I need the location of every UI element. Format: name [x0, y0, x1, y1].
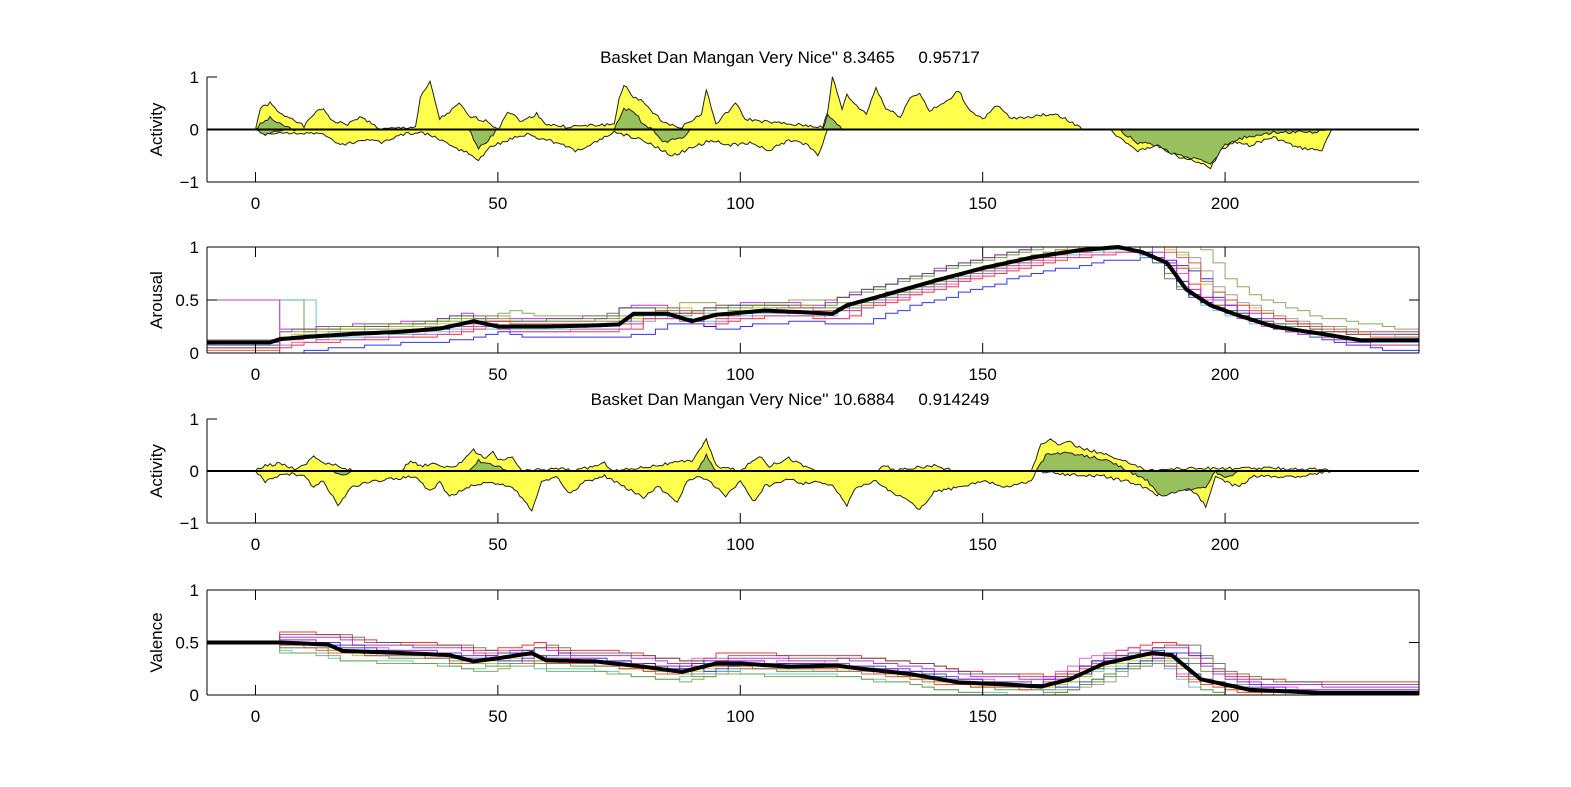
plot-area	[207, 76, 1419, 170]
x-tick-label: 200	[1211, 365, 1239, 384]
y-axis-label: Activity	[147, 102, 166, 156]
y-tick-label: 0	[190, 462, 199, 481]
x-tick-label: 0	[251, 707, 260, 726]
x-tick-label: 50	[488, 365, 507, 384]
y-tick-label: 0.5	[175, 634, 199, 653]
x-tick-label: 50	[488, 535, 507, 554]
y-tick-label: 1	[190, 410, 199, 429]
x-tick-label: 200	[1211, 194, 1239, 213]
x-tick-label: 100	[726, 194, 754, 213]
x-tick-label: 200	[1211, 535, 1239, 554]
x-tick-label: 100	[726, 707, 754, 726]
yellow-positive-area	[255, 76, 1419, 131]
plot-area	[207, 631, 1419, 696]
y-tick-label: 0.5	[175, 291, 199, 310]
x-tick-label: 100	[726, 365, 754, 384]
y-tick-label: 1	[190, 68, 199, 87]
y-tick-label: 1	[190, 581, 199, 600]
y-axis-label: Valence	[147, 612, 166, 672]
y-tick-label: −1	[180, 173, 199, 192]
y-tick-label: 0	[190, 121, 199, 140]
chart-title: Basket Dan Mangan Very Nice'' 8.3465 0.9…	[600, 48, 980, 67]
x-tick-label: 150	[968, 535, 996, 554]
y-tick-label: −1	[180, 514, 199, 533]
plot-area	[207, 245, 1419, 354]
rater-line-5	[207, 636, 1419, 688]
rater-line-10	[207, 642, 1419, 696]
y-tick-label: 0	[190, 686, 199, 705]
subplot-3: 0 50 100 150 200 −1 0 1 Activity Basket Dan Manga…	[147, 390, 1419, 554]
y-axis-label: Activity	[147, 444, 166, 498]
subplot-1: 0 50 100 150 200 −1 0 1 Activity Basket Dan Manga…	[147, 48, 1419, 213]
x-tick-label: 0	[251, 194, 260, 213]
x-tick-label: 50	[488, 707, 507, 726]
plot-area	[207, 437, 1419, 512]
chart-title: Basket Dan Mangan Very Nice'' 10.6884 0.…	[591, 390, 990, 409]
subplot-4: 0 50 100 150 200 0 0.5 1 Valence	[147, 581, 1420, 726]
x-tick-label: 50	[488, 194, 507, 213]
subplot-2: 0 50 100 150 200 0 0.5 1 Arousal	[147, 238, 1420, 384]
rater-line-3	[207, 246, 1419, 335]
yellow-positive-area	[255, 437, 1419, 472]
mean-line	[207, 640, 1419, 695]
yellow-negative-area	[255, 470, 1419, 512]
mean-line	[207, 245, 1419, 345]
x-tick-label: 0	[251, 535, 260, 554]
rater-line-12	[207, 642, 1419, 696]
x-tick-label: 150	[968, 194, 996, 213]
y-tick-label: 1	[190, 238, 199, 257]
y-tick-label: 0	[190, 344, 199, 363]
x-tick-label: 200	[1211, 707, 1239, 726]
x-tick-label: 100	[726, 535, 754, 554]
y-axis-label: Arousal	[147, 271, 166, 329]
x-tick-label: 150	[968, 707, 996, 726]
x-tick-label: 0	[251, 365, 260, 384]
x-tick-label: 150	[968, 365, 996, 384]
